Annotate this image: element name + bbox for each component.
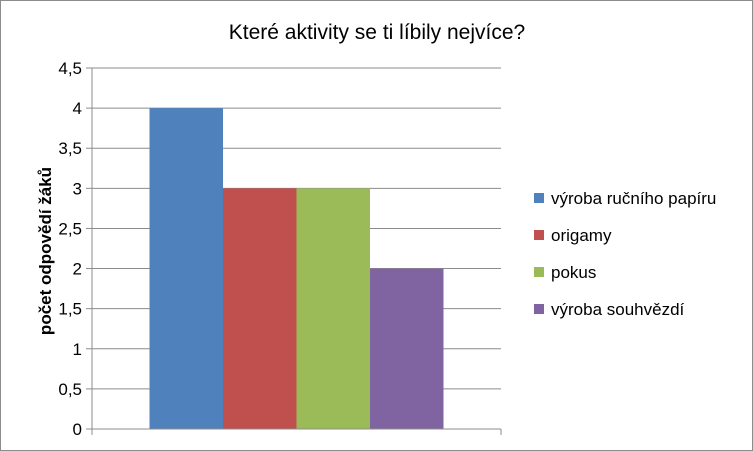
y-tick-label: 3,5	[58, 139, 82, 158]
legend-label: origamy	[551, 226, 612, 245]
y-tick-label: 0,5	[58, 380, 82, 399]
y-tick-label: 4	[73, 99, 82, 118]
legend-label: výroba souhvězdí	[551, 300, 685, 319]
axes	[91, 68, 502, 435]
legend-swatch	[534, 230, 544, 240]
y-tick-labels: 0 0,5 1 1,5 2 2,5 3 3,5 4 4,5	[58, 59, 82, 439]
bars	[149, 108, 444, 429]
bar	[223, 188, 297, 429]
legend: výroba ručního papíru origamy pokus výroba …	[534, 189, 716, 319]
y-tick-label: 2	[73, 260, 82, 279]
bar	[370, 268, 444, 429]
legend-label: pokus	[551, 263, 596, 282]
bar	[296, 188, 370, 429]
y-tick-label: 1,5	[58, 300, 82, 319]
legend-swatch	[534, 304, 544, 314]
chart-title: Které aktivity se ti líbily nejvíce?	[229, 21, 525, 44]
legend-swatch	[534, 193, 544, 203]
y-tick-label: 3	[73, 179, 82, 198]
legend-swatch	[534, 267, 544, 277]
y-tick-label: 1	[73, 340, 82, 359]
y-tick-label: 4,5	[58, 59, 82, 78]
y-tick-label: 0	[73, 420, 82, 439]
legend-label: výroba ručního papíru	[551, 189, 716, 208]
bar	[149, 108, 223, 429]
y-tick-label: 2,5	[58, 219, 82, 238]
y-axis-label: počet odpovědí žáků	[36, 167, 55, 335]
